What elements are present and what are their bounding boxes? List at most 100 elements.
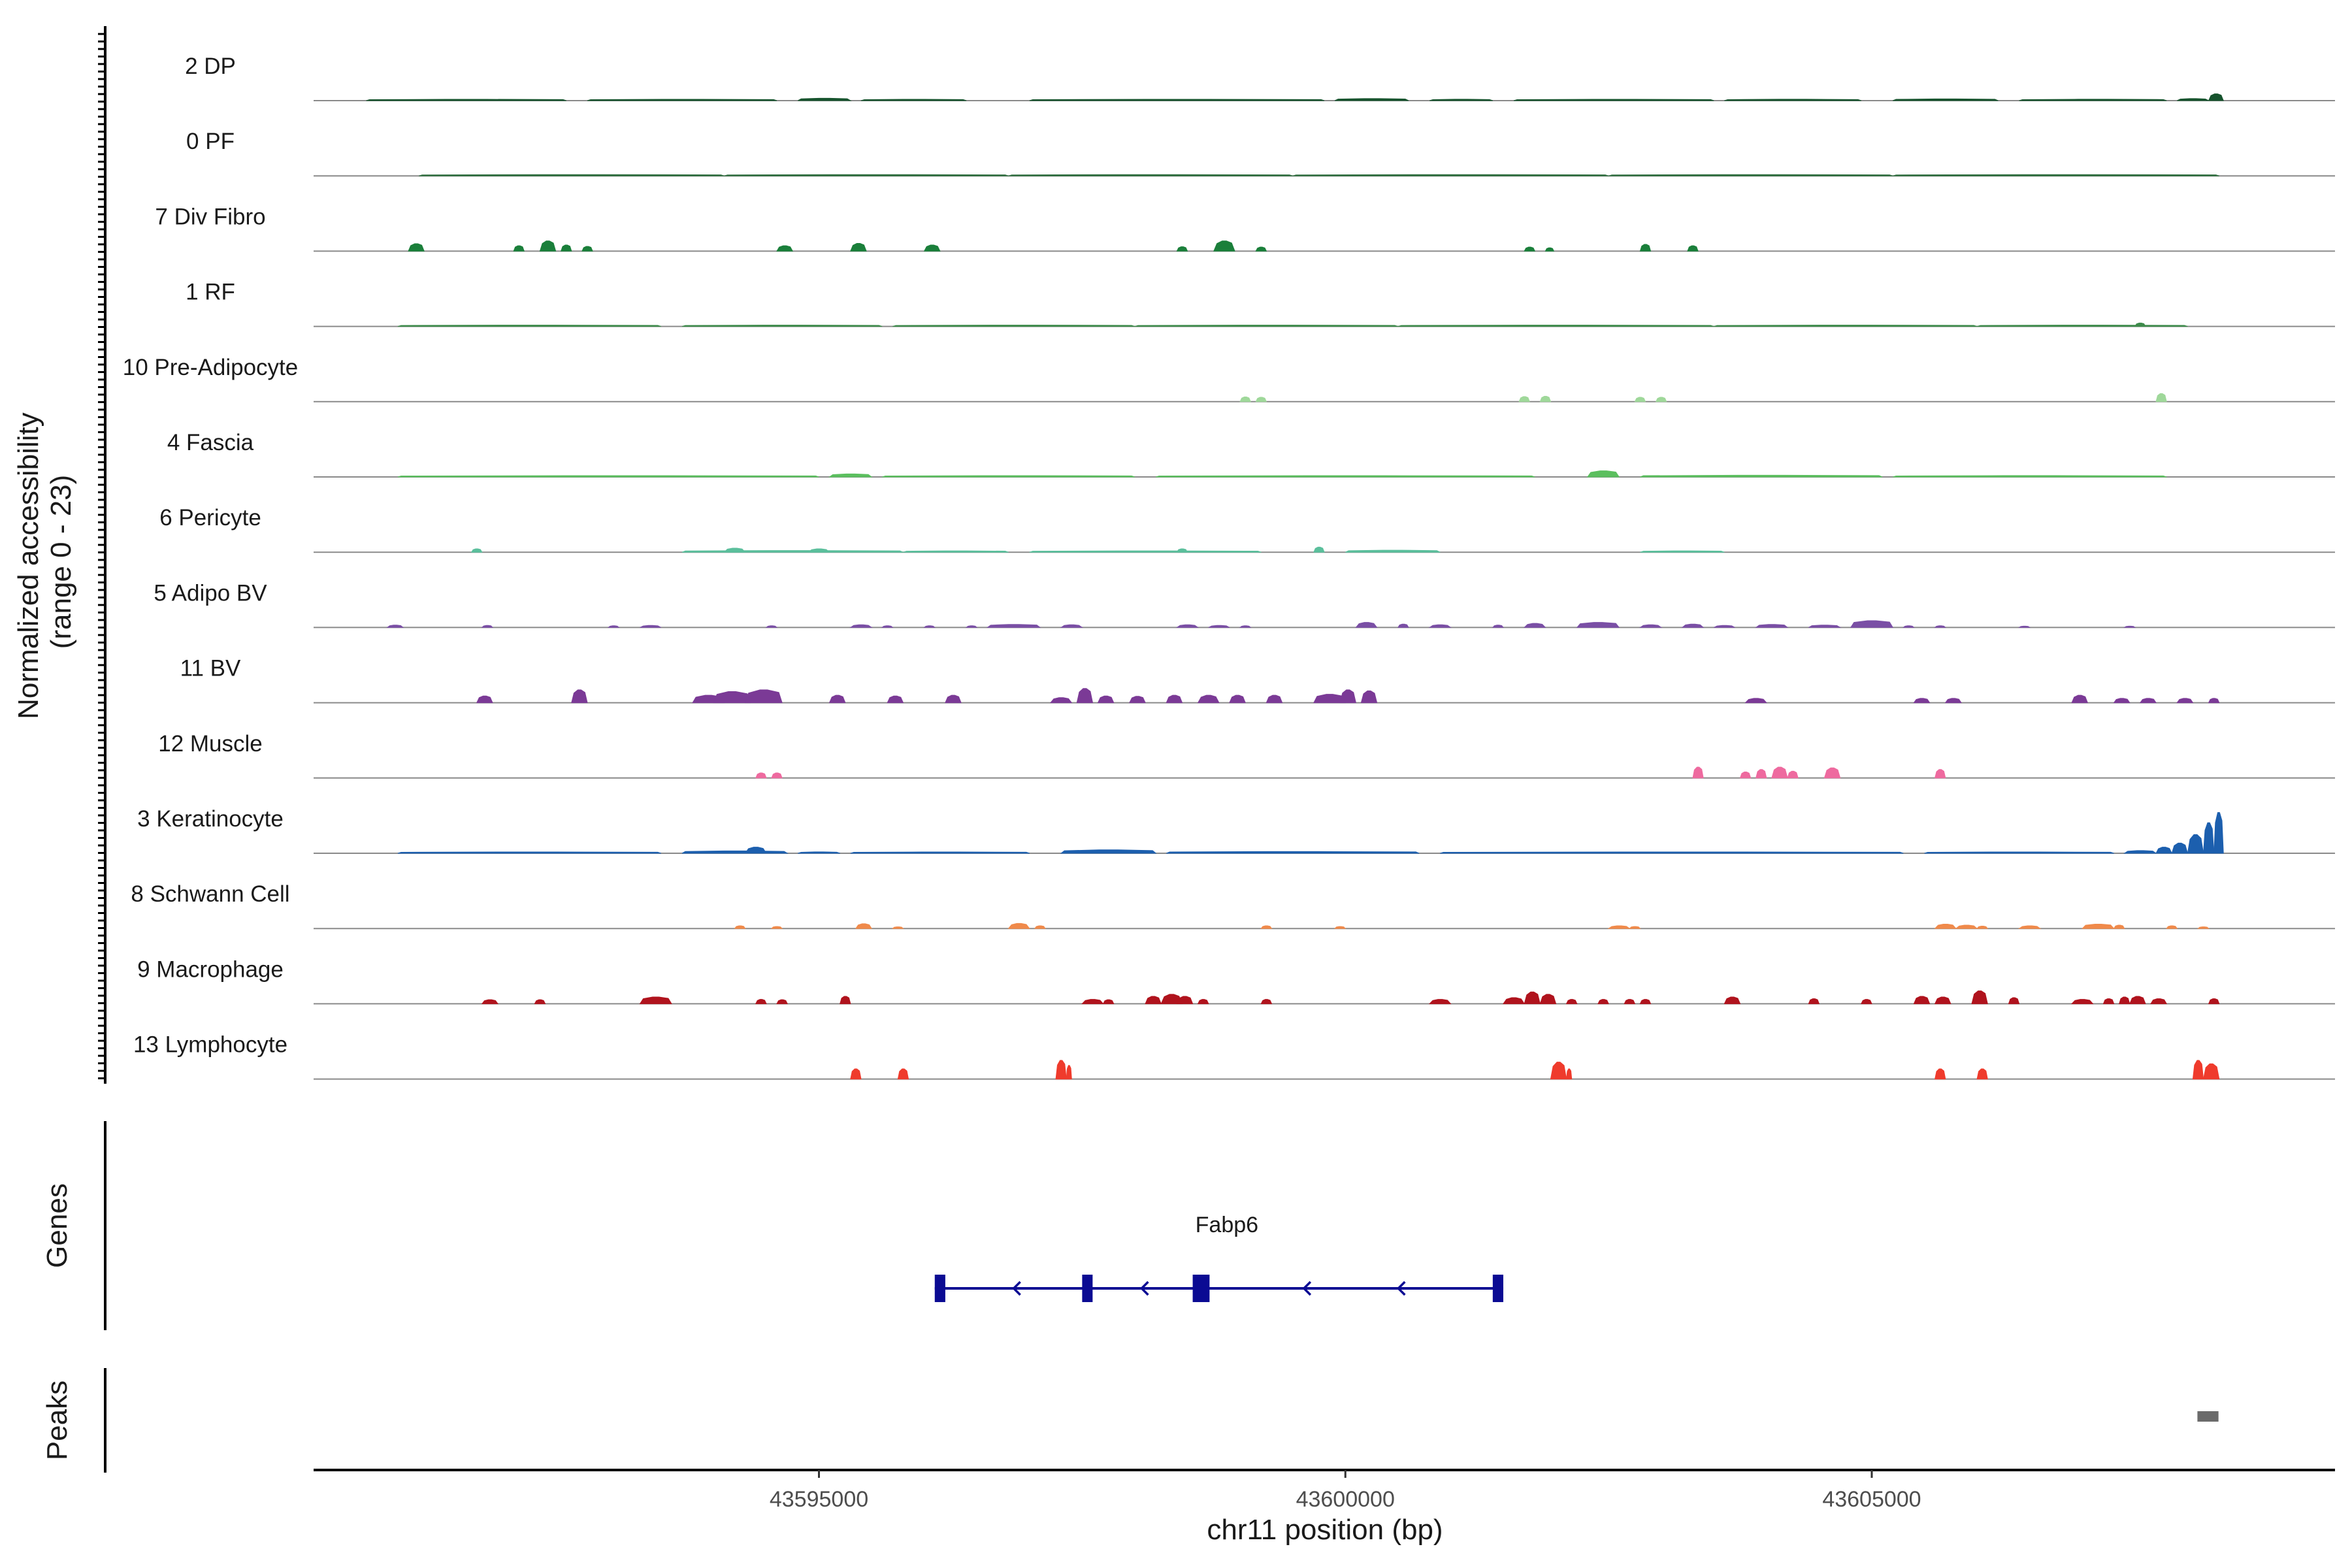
track-label: 5 Adipo BV bbox=[154, 580, 267, 606]
coverage-peak bbox=[481, 625, 494, 628]
coverage-peak bbox=[1029, 99, 1325, 101]
coverage-peak bbox=[2187, 834, 2204, 854]
coverage-peak bbox=[1639, 999, 1652, 1004]
coverage-peak bbox=[1292, 174, 1609, 176]
coverage-peak bbox=[2155, 393, 2167, 402]
track-6-pericyte: 6 Pericyte bbox=[159, 505, 2335, 553]
coverage-peak bbox=[1714, 625, 1735, 628]
track-label: 2 DP bbox=[185, 54, 236, 79]
coverage-peak bbox=[882, 475, 1135, 478]
coverage-peak bbox=[1213, 240, 1235, 252]
coverage-peak bbox=[1345, 549, 1441, 553]
coverage-peak bbox=[734, 925, 746, 929]
coverage-peak bbox=[1197, 694, 1220, 704]
coverage-peak bbox=[1428, 999, 1452, 1004]
coverage-peak bbox=[397, 851, 661, 854]
coverage-peak bbox=[386, 625, 404, 628]
coverage-peak bbox=[1060, 624, 1083, 628]
track-label: 7 Div Fibro bbox=[155, 204, 265, 229]
genes-panel-label: Genes bbox=[41, 1183, 73, 1268]
coverage-peak bbox=[2008, 997, 2020, 1004]
coverage-peak bbox=[1129, 696, 1146, 704]
coverage-peak bbox=[1097, 695, 1115, 704]
coverage-peak bbox=[2123, 850, 2157, 854]
coverage-peak bbox=[1576, 622, 1620, 628]
coverage-peak bbox=[1333, 926, 1347, 929]
gene-name: Fabp6 bbox=[1196, 1213, 1258, 1237]
coverage-peak bbox=[850, 1068, 862, 1080]
y-axis-title-line-1: Normalized accessibility bbox=[12, 412, 44, 719]
coverage-peak bbox=[1166, 851, 1420, 854]
x-axis: 43595000 43600000 43605000 bbox=[314, 1469, 2335, 1512]
peak-region bbox=[2197, 1411, 2219, 1422]
track-11-bv: 11 BV bbox=[180, 656, 2335, 704]
coverage-peak bbox=[2192, 1060, 2204, 1080]
coverage-peak bbox=[2082, 923, 2115, 929]
coverage-peak bbox=[1944, 698, 1962, 704]
coverage-peak bbox=[1255, 397, 1267, 402]
coverage-peak bbox=[1976, 926, 1989, 929]
track-5-adipo-bv: 5 Adipo BV bbox=[154, 580, 2335, 629]
coverage-peak bbox=[1639, 244, 1652, 252]
coverage-peak bbox=[923, 625, 936, 628]
coverage-peak bbox=[1428, 624, 1452, 628]
coverage-peak bbox=[639, 996, 672, 1004]
coverage-peak bbox=[1176, 996, 1194, 1004]
coverage-peak bbox=[1924, 851, 2114, 854]
coverage-peak bbox=[534, 999, 546, 1004]
coverage-peak bbox=[798, 851, 840, 854]
coverage-peak bbox=[408, 243, 425, 252]
coverage-peak bbox=[986, 624, 1041, 628]
coverage-peak bbox=[776, 999, 788, 1004]
track-label: 8 Schwann Cell bbox=[131, 881, 289, 907]
coverage-peak bbox=[1893, 98, 1999, 101]
coverage-peak bbox=[798, 97, 852, 101]
coverage-peak bbox=[1397, 325, 1714, 327]
coverage-peak bbox=[2197, 926, 2210, 929]
coverage-peak bbox=[745, 689, 783, 704]
coverage-peak bbox=[2177, 98, 2209, 101]
coverage-peak bbox=[2134, 322, 2146, 327]
coverage-peak bbox=[1756, 769, 1767, 779]
coverage-peak bbox=[1060, 849, 1157, 854]
y-axis-title-line-2: (range 0 - 23) bbox=[45, 475, 77, 649]
coverage-peak bbox=[755, 999, 767, 1004]
coverage-peak bbox=[1935, 1068, 1946, 1080]
coverage-peak bbox=[2102, 998, 2115, 1004]
coverage-peak bbox=[1156, 475, 1535, 478]
coverage-peak bbox=[755, 772, 767, 779]
coverage-peak bbox=[1692, 766, 1704, 779]
peaks-panel-label: Peaks bbox=[41, 1380, 73, 1460]
coverage-peak bbox=[1971, 990, 1988, 1004]
coverage-peak bbox=[560, 244, 572, 252]
gene-exon bbox=[934, 1275, 945, 1302]
coverage-peak bbox=[1755, 624, 1789, 628]
coverage-peak bbox=[681, 325, 883, 327]
coverage-peak bbox=[1634, 397, 1646, 402]
coverage-peak bbox=[1134, 325, 1398, 327]
coverage-peak bbox=[1724, 99, 1861, 101]
coverage-peak bbox=[1639, 624, 1663, 628]
track-label: 3 Keratinocyte bbox=[137, 806, 284, 832]
coverage-peak bbox=[724, 174, 1009, 176]
coverage-peak bbox=[1808, 625, 1842, 628]
coverage-peak bbox=[1313, 546, 1325, 553]
coverage-peak bbox=[607, 625, 620, 628]
coverage-peak bbox=[1081, 999, 1104, 1004]
coverage-peak bbox=[1608, 174, 1893, 176]
coverage-peak bbox=[2017, 925, 2042, 929]
coverage-peak bbox=[765, 625, 778, 628]
coverage-peak bbox=[850, 851, 1030, 854]
coverage-peak bbox=[419, 174, 725, 176]
track-label: 6 Pericyte bbox=[159, 505, 261, 531]
coverage-peak bbox=[1208, 625, 1230, 628]
track-9-macrophage: 9 Macrophage bbox=[137, 956, 2335, 1005]
coverage-peak bbox=[1808, 998, 1820, 1004]
coverage-peak bbox=[2017, 625, 2031, 628]
coverage-peak bbox=[1935, 769, 1946, 779]
coverage-peak bbox=[1640, 474, 1883, 478]
coverage-peak bbox=[1934, 625, 1947, 628]
coverage-peak bbox=[1655, 397, 1667, 402]
coverage-peak bbox=[1197, 999, 1209, 1004]
coverage-peak bbox=[513, 245, 525, 252]
